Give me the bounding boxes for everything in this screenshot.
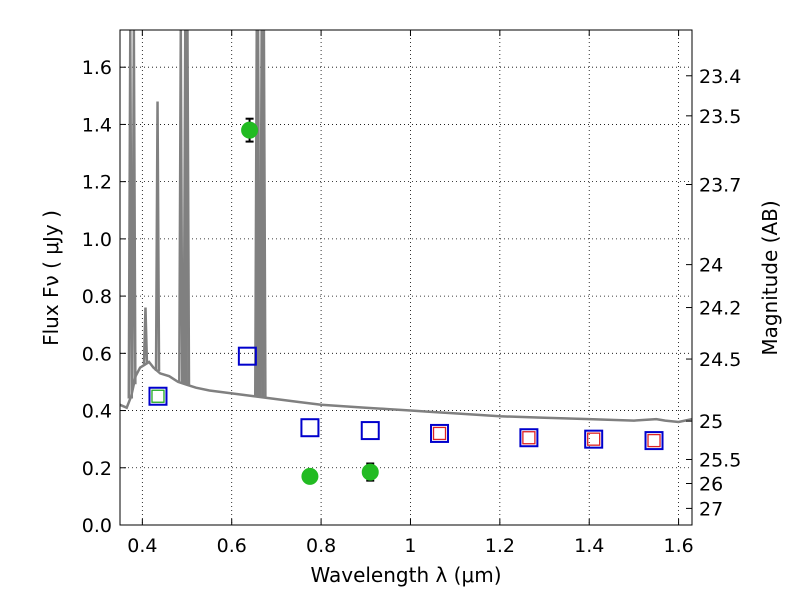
data-point-square [360,421,380,441]
y-tick-label: 0.4 [82,401,112,423]
data-point-inner-square [647,433,661,448]
y-tick-label: 1.0 [82,229,112,251]
right-tick-label: 23.5 [699,106,741,128]
y-tick-label: 0.2 [82,458,112,480]
y-tick-label: 0.8 [82,286,112,308]
right-tick-label: 24.5 [699,349,741,371]
y-tick-label: 0.0 [82,515,112,537]
right-tick-label: 23.7 [699,175,741,197]
x-axis-label: Wavelength λ (μm) [310,563,501,587]
data-point-inner-square [587,432,601,446]
right-tick-label: 24.2 [699,298,741,320]
x-tick-label: 0.8 [306,535,336,557]
data-point-inner-square [432,426,447,441]
right-tick-label: 25.5 [699,449,741,471]
y-tick-label: 1.2 [82,172,112,194]
data-point-square [519,428,539,448]
data-point-square [300,418,320,438]
data-point-inner-square [151,389,165,403]
plot-area [120,30,692,525]
x-tick-label: 1 [404,535,416,557]
y-tick-label: 1.4 [82,114,112,136]
data-point-square [584,429,604,449]
x-tick-label: 1.2 [485,535,515,557]
data-point-inner-square [522,431,536,445]
data-point-square [237,346,257,366]
x-tick-label: 0.6 [217,535,247,557]
data-point-square [148,386,168,406]
y-axis-label: Flux Fν ( μJy ) [39,210,63,346]
data-point-square [430,423,450,443]
right-tick-label: 25 [699,411,723,433]
plot-border [119,29,693,526]
right-axis-label: Magnitude (AB) [758,200,782,355]
emission-line [142,307,149,365]
y-tick-label: 0.6 [82,343,112,365]
right-tick-label: 23.4 [699,66,741,88]
right-tick-label: 26 [699,474,723,496]
data-point-circle [361,463,379,481]
y-tick-label: 1.6 [82,57,112,79]
photometry-markers [148,117,664,485]
x-axis-ticks: 0.4 0.6 0.8 1 1.2 1.4 1.6 [127,30,694,557]
y-axis-ticks: 0.0 0.2 0.4 0.6 0.8 1.0 1.2 1.4 1.6 [82,57,126,537]
data-point-circle [241,121,259,139]
x-tick-label: 0.4 [127,535,157,557]
x-tick-label: 1.6 [663,535,693,557]
plot-frame-group [120,30,692,525]
x-tick-label: 1.4 [574,535,604,557]
right-tick-label: 24 [699,255,723,277]
data-point-circle [301,467,319,485]
data-point-square [644,431,664,451]
emission-line [154,101,161,372]
right-tick-label: 27 [699,498,723,520]
